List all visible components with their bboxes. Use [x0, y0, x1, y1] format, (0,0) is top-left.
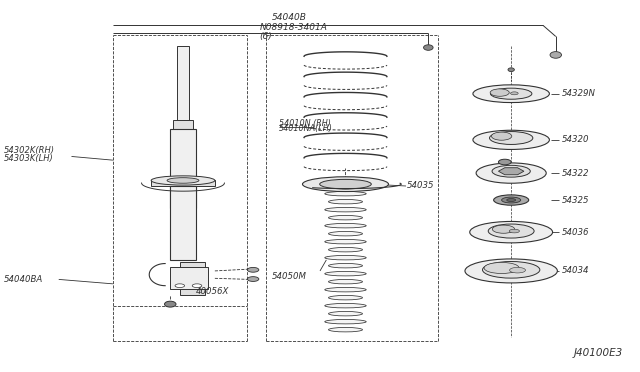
Text: 40056X: 40056X	[196, 288, 229, 296]
Ellipse shape	[490, 89, 509, 96]
Ellipse shape	[324, 192, 366, 196]
Text: 54035: 54035	[407, 182, 435, 190]
Ellipse shape	[473, 130, 549, 150]
Text: 54050M: 54050M	[272, 272, 307, 281]
Ellipse shape	[328, 231, 362, 236]
Bar	[180, 262, 205, 295]
Ellipse shape	[328, 263, 362, 268]
Ellipse shape	[473, 85, 549, 103]
Ellipse shape	[502, 197, 521, 203]
Ellipse shape	[324, 240, 366, 244]
Text: 54010NA(LH): 54010NA(LH)	[278, 124, 332, 133]
Ellipse shape	[247, 277, 259, 282]
Text: 54040B: 54040B	[272, 13, 307, 22]
Polygon shape	[499, 168, 524, 175]
Ellipse shape	[328, 215, 362, 220]
Bar	[170, 186, 196, 260]
Bar	[151, 180, 215, 186]
Ellipse shape	[324, 272, 366, 276]
Ellipse shape	[324, 224, 366, 228]
Bar	[177, 46, 189, 119]
Ellipse shape	[493, 195, 529, 205]
Ellipse shape	[465, 259, 557, 283]
Text: 54320: 54320	[562, 135, 589, 144]
Text: 54322: 54322	[562, 169, 589, 177]
Ellipse shape	[247, 267, 259, 272]
Ellipse shape	[424, 45, 433, 50]
Text: 54036: 54036	[562, 228, 589, 237]
Bar	[170, 129, 196, 208]
Ellipse shape	[328, 311, 362, 316]
Ellipse shape	[167, 178, 199, 183]
Ellipse shape	[328, 199, 362, 204]
Ellipse shape	[320, 179, 371, 189]
Bar	[170, 267, 209, 289]
Ellipse shape	[492, 165, 531, 177]
Ellipse shape	[324, 208, 366, 212]
Bar	[173, 119, 193, 129]
Ellipse shape	[507, 199, 516, 202]
Text: J40100E3: J40100E3	[573, 348, 623, 358]
Text: (6): (6)	[259, 32, 272, 41]
Text: 54302K(RH): 54302K(RH)	[4, 147, 55, 155]
Ellipse shape	[324, 320, 366, 324]
Ellipse shape	[331, 180, 360, 189]
Ellipse shape	[324, 256, 366, 260]
Ellipse shape	[484, 262, 519, 273]
Ellipse shape	[509, 229, 520, 233]
Ellipse shape	[164, 301, 176, 307]
Ellipse shape	[324, 288, 366, 292]
Text: N08918-3401A: N08918-3401A	[259, 23, 327, 32]
Ellipse shape	[550, 52, 561, 58]
Ellipse shape	[328, 247, 362, 252]
Ellipse shape	[328, 327, 362, 332]
Text: 54040BA: 54040BA	[4, 275, 43, 284]
Ellipse shape	[508, 68, 515, 71]
Text: 54329N: 54329N	[562, 89, 596, 98]
Ellipse shape	[470, 221, 552, 243]
Text: 54325: 54325	[562, 196, 589, 205]
Ellipse shape	[509, 267, 525, 273]
Text: 54010N (RH): 54010N (RH)	[278, 119, 330, 128]
Ellipse shape	[328, 279, 362, 284]
Ellipse shape	[499, 159, 511, 165]
Ellipse shape	[490, 132, 533, 144]
Ellipse shape	[490, 88, 532, 99]
Ellipse shape	[488, 224, 534, 238]
Ellipse shape	[483, 262, 540, 278]
Ellipse shape	[328, 295, 362, 300]
Ellipse shape	[151, 176, 215, 185]
Ellipse shape	[476, 163, 546, 183]
Ellipse shape	[324, 304, 366, 308]
Text: 54303K(LH): 54303K(LH)	[4, 154, 54, 163]
Ellipse shape	[175, 284, 184, 288]
Ellipse shape	[492, 225, 515, 233]
Ellipse shape	[192, 284, 202, 288]
Ellipse shape	[492, 132, 512, 140]
Ellipse shape	[303, 177, 388, 192]
Text: 54034: 54034	[562, 266, 589, 275]
Ellipse shape	[511, 92, 518, 95]
